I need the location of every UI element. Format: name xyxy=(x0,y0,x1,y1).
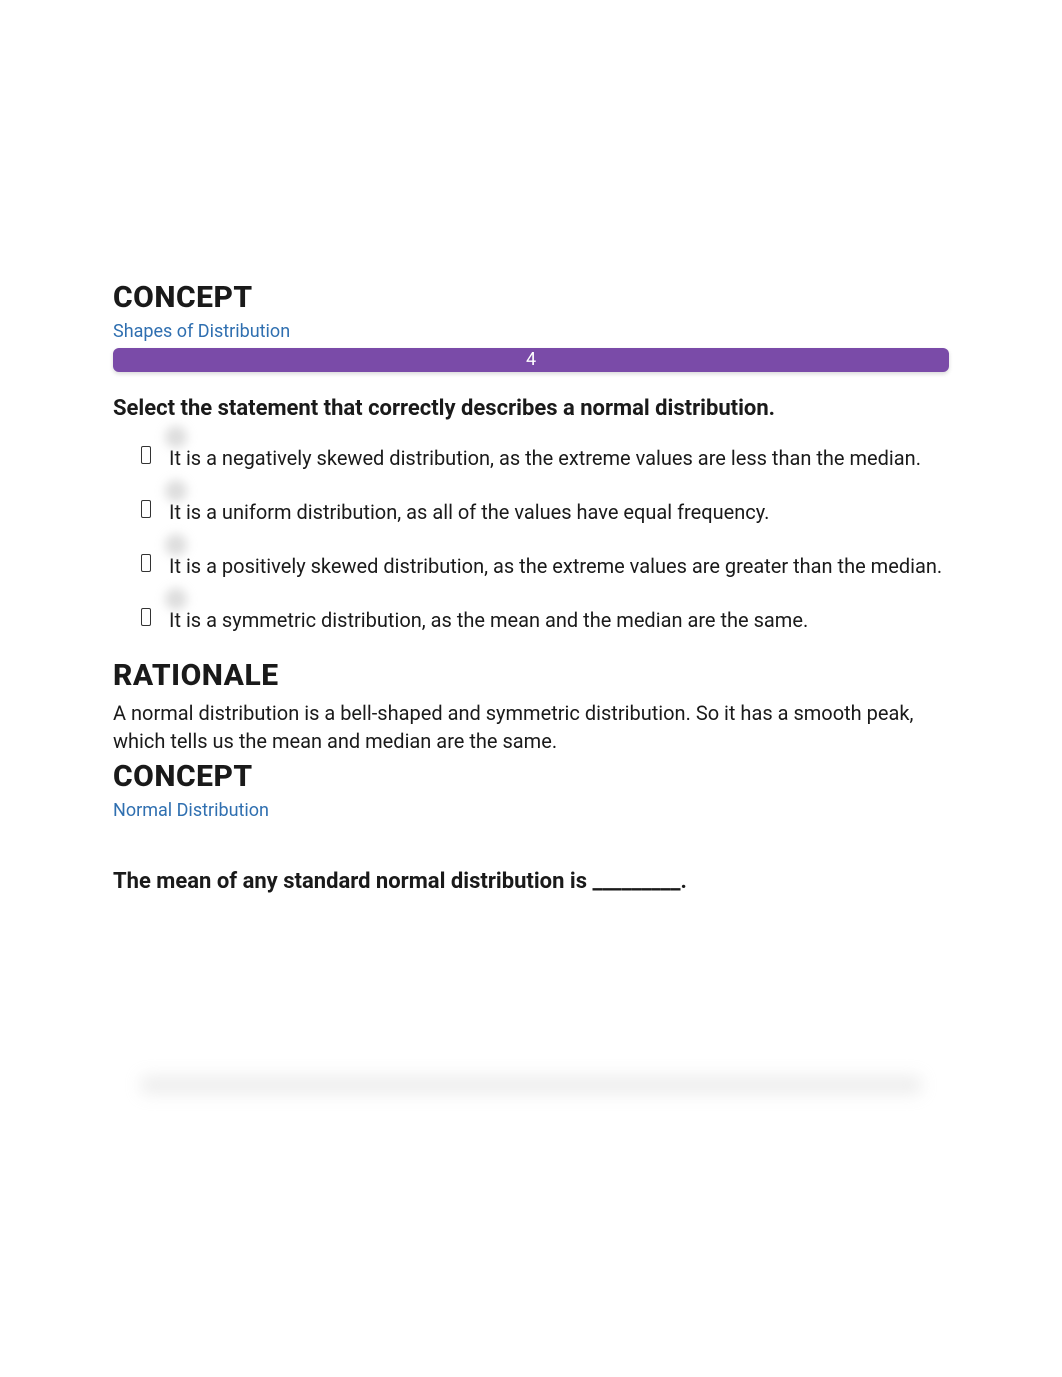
question-text-2: The mean of any standard normal distribu… xyxy=(113,867,949,897)
option-a[interactable]: It is a negatively skewed distribution, … xyxy=(141,444,949,486)
options-list: It is a negatively skewed distribution, … xyxy=(113,444,949,648)
option-radio-icon xyxy=(141,446,151,464)
concept-heading-1: CONCEPT xyxy=(113,280,949,315)
question-number-bar: 4 xyxy=(113,348,949,372)
option-marker-blur xyxy=(165,480,187,502)
option-b[interactable]: It is a uniform distribution, as all of … xyxy=(141,498,949,540)
page-container: CONCEPT Shapes of Distribution 4 Select … xyxy=(0,0,1062,1294)
rationale-heading: RATIONALE xyxy=(113,658,949,693)
option-radio-icon xyxy=(141,608,151,626)
concept-link-normal[interactable]: Normal Distribution xyxy=(113,800,269,821)
rationale-text: A normal distribution is a bell-shaped a… xyxy=(113,699,949,755)
option-marker-blur xyxy=(165,534,187,556)
option-marker-blur xyxy=(165,588,187,610)
option-c[interactable]: It is a positively skewed distribution, … xyxy=(141,552,949,594)
question-text-1: Select the statement that correctly desc… xyxy=(113,394,949,424)
blurred-preview-strip xyxy=(141,1076,921,1094)
option-text: It is a symmetric distribution, as the m… xyxy=(169,606,949,634)
option-text: It is a negatively skewed distribution, … xyxy=(169,444,949,472)
concept-heading-2: CONCEPT xyxy=(113,759,949,794)
option-text: It is a uniform distribution, as all of … xyxy=(169,498,949,526)
option-marker-blur xyxy=(165,426,187,448)
option-radio-icon xyxy=(141,554,151,572)
concept-link-shapes[interactable]: Shapes of Distribution xyxy=(113,321,290,342)
option-d[interactable]: It is a symmetric distribution, as the m… xyxy=(141,606,949,648)
option-text: It is a positively skewed distribution, … xyxy=(169,552,949,580)
option-radio-icon xyxy=(141,500,151,518)
